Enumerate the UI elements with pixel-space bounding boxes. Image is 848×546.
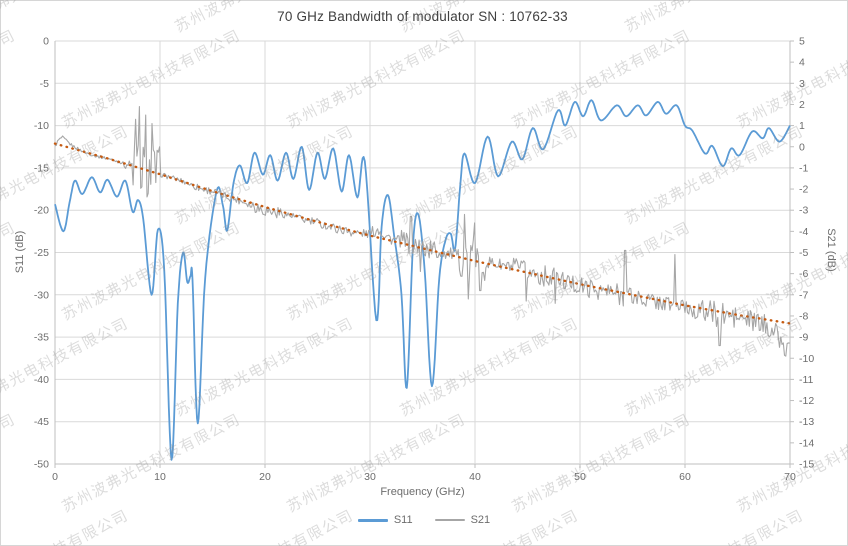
y-left-tick-label: -50 <box>34 459 49 471</box>
x-tick-label: 10 <box>154 471 166 483</box>
y-right-tick-label: 5 <box>799 36 805 48</box>
legend: S11 S21 <box>0 514 848 526</box>
y-left-tick-label: -40 <box>34 374 49 386</box>
y-right-tick-label: -13 <box>799 416 814 428</box>
y-right-tick-label: -3 <box>799 205 808 217</box>
y-right-tick-label: 4 <box>799 57 805 69</box>
y-right-tick-label: -14 <box>799 437 814 449</box>
y-right-tick-label: -5 <box>799 247 808 259</box>
x-tick-label: 40 <box>469 471 481 483</box>
x-tick-label: 20 <box>259 471 271 483</box>
y-left-tick-label: -15 <box>34 162 49 174</box>
y-axis-label-left: S11 (dB) <box>14 230 26 274</box>
legend-item-s11: S11 <box>357 514 413 526</box>
y-right-tick-label: 3 <box>799 78 805 90</box>
y-axis-label-right: S21 (dB) <box>825 228 837 272</box>
y-right-tick-label: -10 <box>799 353 814 365</box>
y-right-tick-label: 0 <box>799 141 805 153</box>
y-right-tick-label: -8 <box>799 310 808 322</box>
s11-legend-label: S11 <box>393 514 413 526</box>
x-tick-label: 0 <box>52 471 58 483</box>
x-axis-label: Frequency (GHz) <box>380 486 465 498</box>
y-right-tick-label: -11 <box>799 374 814 386</box>
s11-curve <box>54 99 791 461</box>
y-left-tick-label: -20 <box>34 205 49 217</box>
x-tick-label: 70 <box>784 471 796 483</box>
s21-legend-label: S21 <box>470 514 491 526</box>
y-right-tick-label: -12 <box>799 395 814 407</box>
s11-legend-swatch <box>357 518 388 522</box>
x-tick-label: 50 <box>574 471 586 483</box>
x-tick-label: 60 <box>679 471 691 483</box>
legend-item-s21: S21 <box>434 514 491 526</box>
y-left-tick-label: -35 <box>34 332 49 344</box>
y-right-tick-label: -9 <box>799 332 808 344</box>
chart-title: 70 GHz Bandwidth of modulator SN : 10762… <box>277 9 568 24</box>
y-right-tick-label: -1 <box>799 162 808 174</box>
y-left-tick-label: -30 <box>34 289 49 301</box>
y-right-tick-label: -2 <box>799 184 808 196</box>
y-right-tick-label: 1 <box>799 120 805 132</box>
y-right-tick-label: -4 <box>799 226 808 238</box>
y-right-tick-label: 2 <box>799 99 805 111</box>
y-right-tick-label: -6 <box>799 268 808 280</box>
y-left-tick-label: -5 <box>40 78 49 90</box>
y-left-tick-label: -45 <box>34 416 49 428</box>
y-right-tick-label: -7 <box>799 289 808 301</box>
y-left-tick-label: -25 <box>34 247 49 259</box>
s21-legend-swatch <box>434 519 465 521</box>
y-left-tick-label: -10 <box>34 120 49 132</box>
y-right-tick-label: -15 <box>799 459 814 471</box>
x-tick-label: 30 <box>364 471 376 483</box>
s21-curve <box>54 106 790 357</box>
y-left-tick-label: 0 <box>43 36 49 48</box>
